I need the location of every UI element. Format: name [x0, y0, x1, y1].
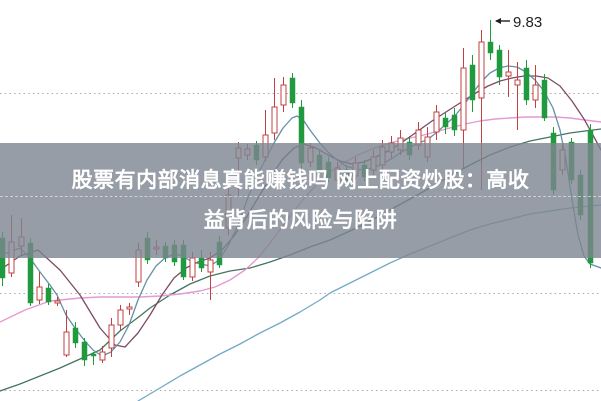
- candle-body-down: [451, 114, 458, 131]
- candle-body-up: [126, 306, 133, 310]
- candle-body-down: [523, 67, 530, 101]
- candle-body-up: [189, 257, 196, 278]
- annotation-arrow-head: [495, 18, 501, 24]
- candle-body-up: [36, 286, 43, 301]
- candle-body-up: [271, 106, 278, 134]
- candle-body-down: [45, 287, 52, 303]
- candle-body-down: [487, 41, 494, 54]
- candle-body-up: [99, 351, 106, 361]
- candle-body-up: [117, 309, 124, 326]
- candle-body-up: [108, 324, 115, 349]
- candle-body-up: [63, 331, 70, 356]
- headline-line-2: 益背后的风险与陷阱: [203, 208, 398, 232]
- candle-body-down: [81, 341, 88, 361]
- candle-body-down: [469, 64, 476, 101]
- candle-body-up: [433, 111, 440, 133]
- headline-overlay: 股票有内部消息真能赚钱吗 网上配资炒股：高收 益背后的风险与陷阱: [0, 143, 601, 258]
- headline-line-1: 股票有内部消息真能赚钱吗 网上配资炒股：高收: [71, 168, 530, 192]
- candle-body-down: [541, 79, 548, 119]
- candle-body-down: [72, 327, 79, 344]
- price-annotation: 9.83: [513, 14, 542, 31]
- candle-body-down: [289, 77, 296, 104]
- candle-body-up: [532, 84, 539, 101]
- candle-body-down: [90, 353, 97, 357]
- candle-body-up: [460, 67, 467, 131]
- candle-body-up: [505, 71, 512, 77]
- candle-body-up: [207, 259, 214, 273]
- candle-body-up: [280, 84, 287, 106]
- candle-body-down: [198, 257, 205, 269]
- candle-body-up: [478, 41, 485, 99]
- ma-teal-short: [0, 65, 601, 357]
- gridline-through-overlay: [0, 196, 601, 197]
- candle-body-up: [514, 79, 521, 86]
- candle-body-down: [442, 117, 449, 128]
- candle-body-up: [54, 300, 61, 304]
- candle-body-down: [496, 49, 503, 78]
